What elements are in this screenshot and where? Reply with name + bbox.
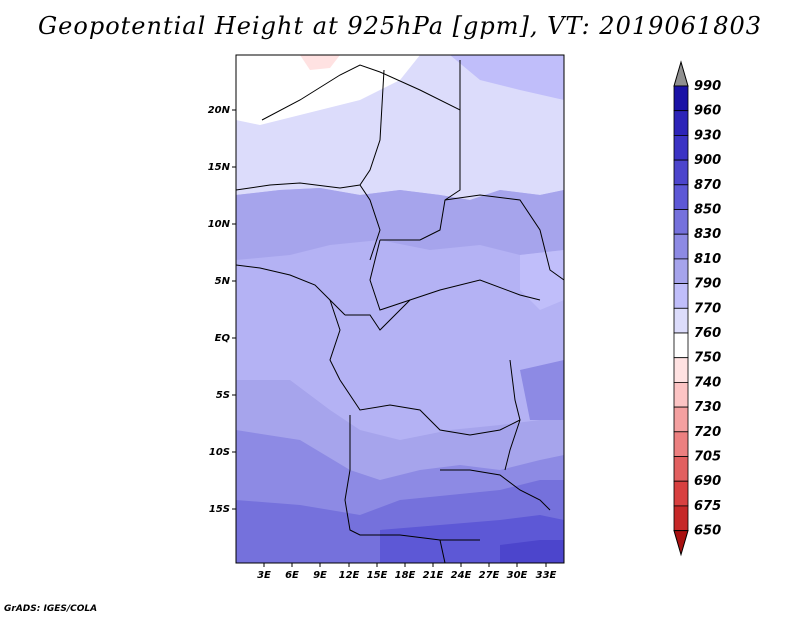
colorbar-label: 990 <box>694 79 721 94</box>
colorbar-label: 850 <box>694 203 721 218</box>
colorbar-label: 720 <box>694 425 721 440</box>
colorbar-swatch <box>673 159 689 186</box>
colorbar-label: 770 <box>694 301 721 316</box>
lon-label: 15E <box>367 570 388 581</box>
lat-label: 5N <box>215 276 231 287</box>
colorbar-swatch <box>673 332 689 359</box>
colorbar-swatch <box>673 184 689 210</box>
colorbar-label: 900 <box>694 153 721 168</box>
colorbar-label: 705 <box>694 450 721 465</box>
colorbar-label: 960 <box>694 104 721 119</box>
colorbar-swatch <box>673 357 689 383</box>
lat-label: 10S <box>209 447 230 458</box>
colorbar-swatch <box>673 406 689 433</box>
map-title: Geopotential Height at 925hPa [gpm], VT:… <box>38 12 762 40</box>
colorbar-label: 740 <box>694 375 721 390</box>
colorbar-swatch <box>673 431 689 457</box>
colorbar-label: 730 <box>694 400 721 415</box>
colorbar-label: 810 <box>694 252 721 267</box>
colorbar-swatch <box>673 258 689 284</box>
colorbar-top-arrow <box>673 60 689 87</box>
lon-label: 9E <box>313 570 327 581</box>
colorbar-label: 690 <box>694 474 721 489</box>
lat-label: 10N <box>208 219 231 230</box>
colorbar-label: 675 <box>694 499 721 514</box>
colorbar-label: 790 <box>694 277 721 292</box>
colorbar-swatch <box>673 283 689 309</box>
colorbar-label: 760 <box>694 326 721 341</box>
grads-credit: GrADS: IGES/COLA <box>4 604 98 614</box>
colorbar: 990 960 930 900 870 850 830 810 790 770 760 750 740 7… <box>673 60 721 557</box>
lon-label: 12E <box>339 570 360 581</box>
lon-label: 30E <box>507 570 528 581</box>
colorbar-swatch <box>673 480 689 507</box>
colorbar-swatch <box>673 307 689 334</box>
colorbar-swatch <box>673 134 689 161</box>
colorbar-swatch <box>673 456 689 482</box>
colorbar-bottom-arrow <box>673 530 689 557</box>
lon-label: 24E <box>451 570 472 581</box>
latitude-labels: 20N 15N 10N 5N EQ 5S 10S 15S <box>208 105 231 515</box>
lat-label: 20N <box>208 105 231 116</box>
colorbar-label: 870 <box>694 178 721 193</box>
lon-label: 6E <box>285 570 299 581</box>
colorbar-swatch <box>673 85 689 112</box>
lat-label: EQ <box>215 333 231 344</box>
longitude-labels: 3E 6E 9E 12E 15E 18E 21E 24E 27E 30E 33E <box>257 570 556 581</box>
lon-label: 18E <box>395 570 416 581</box>
lat-label: 5S <box>216 390 230 401</box>
lat-label: 15S <box>209 504 230 515</box>
map-panel <box>235 54 565 564</box>
colorbar-swatch <box>673 505 689 531</box>
colorbar-label: 830 <box>694 227 721 242</box>
colorbar-label: 750 <box>694 351 721 366</box>
lat-label: 15N <box>208 162 231 173</box>
colorbar-label: 650 <box>694 524 721 539</box>
colorbar-label: 930 <box>694 128 721 143</box>
lon-label: 3E <box>257 570 271 581</box>
colorbar-swatch <box>673 233 689 260</box>
colorbar-swatch <box>673 110 689 136</box>
lon-label: 21E <box>423 570 444 581</box>
lon-label: 33E <box>536 570 557 581</box>
colorbar-swatch <box>673 209 689 235</box>
lon-label: 27E <box>479 570 500 581</box>
colorbar-swatch <box>673 381 689 408</box>
